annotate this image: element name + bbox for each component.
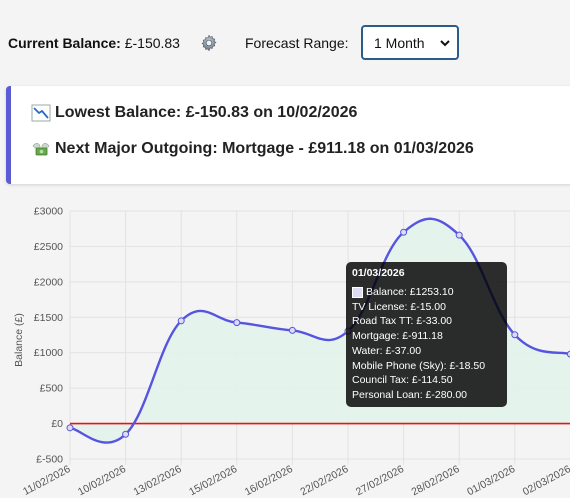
y-tick-label: £2000 (34, 276, 63, 288)
x-tick-label: 10/02/2026 (76, 463, 128, 498)
tooltip-line-text: Water: £-37.00 (352, 344, 422, 357)
money-with-wings-icon (32, 143, 50, 156)
current-balance: Current Balance: £-150.83 (8, 35, 180, 51)
lowest-balance-line: Lowest Balance: £-150.83 on 10/02/2026 (31, 104, 357, 122)
x-tick-label: 27/02/2026 (354, 463, 406, 498)
tooltip-line: Balance: £1253.10 (352, 285, 501, 300)
tooltip-line: Mortgage: £-911.18 (352, 329, 501, 344)
data-point (122, 430, 130, 438)
y-tick-label: £-500 (36, 454, 63, 466)
y-axis-label: Balance (£) (13, 313, 25, 367)
data-point (288, 326, 296, 334)
data-point (400, 228, 408, 236)
data-point (66, 424, 74, 432)
chart-decreasing-icon (31, 104, 51, 122)
tooltip-line: Water: £-37.00 (352, 344, 501, 359)
forecast-range-label: Forecast Range: (245, 35, 349, 51)
tooltip-lines: Balance: £1253.10 TV License: £-15.00 Road… (352, 285, 501, 403)
lowest-balance-text: Lowest Balance: £-150.83 on 10/02/2026 (55, 104, 358, 121)
data-point (566, 350, 570, 358)
y-tick-label: £500 (40, 383, 64, 395)
y-tick-label: £0 (51, 418, 63, 430)
current-balance-label: Current Balance: (8, 35, 121, 51)
tooltip-line-text: Council Tax: £-114.50 (352, 374, 453, 387)
y-axis-ticks: £3000 £2500 £2000 £1500 £1000 £500 £0 £-500 (34, 206, 63, 466)
x-tick-label: 28/02/2026 (410, 463, 462, 498)
next-outgoing-text: Next Major Outgoing: Mortgage - £911.18 … (55, 140, 474, 157)
tooltip-line: Council Tax: £-114.50 (352, 373, 501, 388)
summary-panel: Lowest Balance: £-150.83 on 10/02/2026 N… (6, 86, 570, 184)
x-axis-ticks: 11/02/2026 10/02/2026 13/02/2026 15/02/2026… (21, 463, 570, 498)
next-outgoing-line: Next Major Outgoing: Mortgage - £911.18 … (31, 140, 474, 158)
y-tick-label: £1500 (34, 312, 63, 324)
header-bar: Current Balance: £-150.83 Forecast Range… (0, 0, 570, 86)
tooltip-line-text: Personal Loan: £-280.00 (352, 388, 468, 401)
tooltip-line: Personal Loan: £-280.00 (352, 388, 501, 403)
current-balance-value: £-150.83 (124, 35, 180, 51)
y-tick-label: £2500 (34, 241, 63, 253)
x-tick-label: 01/03/2026 (465, 463, 517, 498)
tooltip-line: TV License: £-15.00 (352, 300, 501, 315)
tooltip-line-text: Mobile Phone (Sky): £-18.50 (352, 359, 486, 372)
chevron-down-icon (440, 40, 450, 47)
x-tick-label: 16/02/2026 (243, 463, 295, 498)
tooltip-line-text: Mortgage: £-911.18 (352, 330, 443, 343)
data-point (511, 331, 519, 339)
x-tick-label: 15/02/2026 (187, 463, 239, 498)
tooltip-line: Road Tax TT: £-33.00 (352, 314, 501, 329)
forecast-range-select[interactable]: 1 Month (361, 25, 459, 60)
tooltip-line-text: TV License: £-15.00 (352, 300, 446, 313)
gear-icon[interactable] (199, 33, 219, 53)
y-tick-label: £3000 (34, 206, 63, 218)
data-point (177, 317, 185, 325)
x-tick-label: 11/02/2026 (21, 463, 72, 498)
data-point (233, 319, 241, 327)
tooltip-line: Mobile Phone (Sky): £-18.50 (352, 359, 501, 374)
x-tick-label: 22/02/2026 (298, 463, 350, 498)
x-tick-label: 02/03/2026 (521, 463, 570, 498)
data-point (455, 231, 463, 239)
x-tick-label: 13/02/2026 (132, 463, 184, 498)
y-tick-label: £1000 (34, 347, 63, 359)
forecast-range-value: 1 Month (374, 34, 425, 51)
tooltip-line-text: Balance: £1253.10 (366, 286, 454, 298)
chart-tooltip: 01/03/2026 Balance: £1253.10 TV License: … (346, 262, 507, 407)
tooltip-title: 01/03/2026 (352, 267, 405, 279)
series-swatch (352, 286, 363, 298)
tooltip-line-text: Road Tax TT: £-33.00 (352, 315, 453, 328)
